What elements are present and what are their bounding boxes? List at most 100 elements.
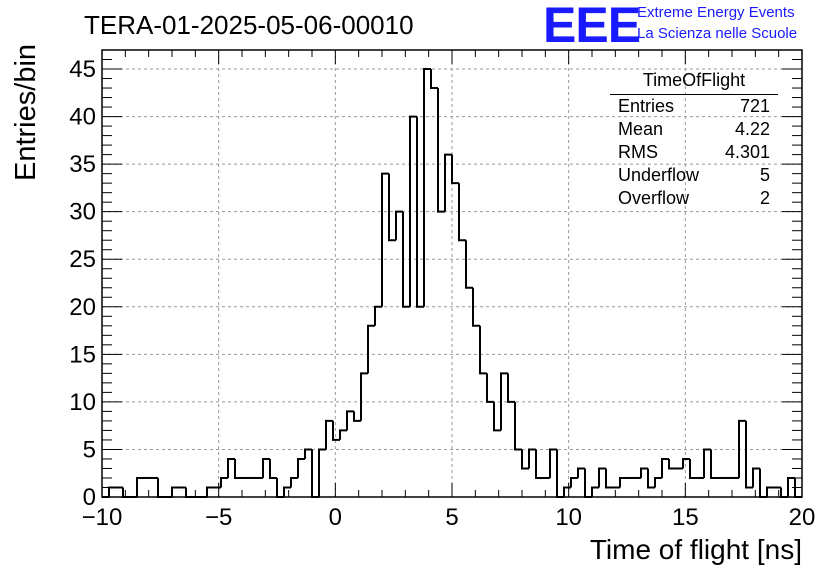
histogram-bin [591, 486, 599, 497]
histogram-bin [563, 486, 571, 497]
y-tick-label: 15 [69, 341, 96, 368]
histogram-bin [451, 154, 459, 185]
x-axis-label: Time of flight [ns] [589, 534, 802, 565]
stats-value: 5 [759, 165, 770, 185]
histogram-bin [304, 448, 312, 459]
stats-row-underflow: Underflow 5 [610, 164, 778, 187]
histogram-bin [339, 429, 347, 440]
histogram-bin [710, 449, 718, 479]
histogram-bin [745, 420, 753, 489]
x-tick-label: 5 [445, 504, 458, 531]
axis-ticks [101, 49, 803, 498]
histogram-bin [682, 457, 690, 469]
histogram-bin [381, 172, 389, 307]
histogram-bin [283, 486, 291, 497]
histogram-bin [388, 173, 396, 242]
histogram-bin [360, 372, 368, 421]
y-tick-label: 5 [83, 436, 96, 463]
histogram-bin [619, 476, 627, 488]
x-tick-label: −5 [205, 504, 232, 531]
histogram-bin [479, 325, 487, 375]
stats-value: 721 [739, 96, 770, 116]
x-tick-label: 20 [789, 504, 816, 531]
histogram-bin [514, 401, 522, 451]
histogram-bin [654, 476, 662, 488]
x-tick-label: 0 [329, 504, 342, 531]
histogram-bin [535, 449, 543, 479]
histogram-bin [269, 458, 277, 479]
histogram-bin [206, 486, 214, 497]
y-tick-label: 45 [69, 56, 96, 83]
histogram-bin [234, 458, 242, 479]
histogram-bin [290, 476, 298, 488]
y-tick-label: 20 [69, 294, 96, 321]
histogram-bin [598, 467, 606, 488]
histogram-bin [570, 476, 578, 488]
logo-line-2: La Scienza nelle Scuole [637, 25, 798, 42]
x-tick-label: 15 [672, 504, 699, 531]
stats-label: Mean [618, 119, 664, 139]
stats-box: TimeOfFlight Entries 721 Mean 4.22 RMS 4… [610, 70, 778, 210]
logo-line-1: Extreme Energy Events [637, 4, 795, 21]
histogram-bin [465, 240, 473, 289]
histogram-bin [395, 210, 403, 241]
histogram-bin [136, 476, 144, 497]
histogram-bin [647, 468, 655, 489]
histogram-bin [430, 69, 438, 90]
histogram-bin [458, 183, 466, 242]
histogram-bin [262, 457, 270, 478]
histogram-bin [227, 457, 235, 478]
grid-lines [102, 50, 802, 497]
histogram-bin [766, 486, 774, 497]
histogram-bin [423, 68, 431, 307]
histogram-bin [500, 372, 508, 431]
y-tick-label: 30 [69, 199, 96, 226]
y-tick-label: 35 [69, 151, 96, 178]
histogram-bin [416, 116, 424, 308]
histogram-bin [738, 419, 746, 478]
histogram-bin [507, 373, 515, 403]
stats-value: 4.22 [734, 119, 770, 139]
x-tick-label: −10 [82, 504, 123, 531]
histogram-bin [171, 486, 179, 497]
histogram-bin [780, 487, 788, 498]
histogram-bin [332, 420, 340, 441]
histogram-bin [556, 449, 564, 498]
histogram-bin [703, 448, 711, 478]
stats-value: 4.301 [724, 142, 770, 162]
histogram-bin [444, 153, 452, 212]
histogram-bin [157, 477, 165, 498]
y-tick-label: 40 [69, 104, 96, 131]
histogram-bin [185, 487, 193, 498]
histogram-bin [276, 477, 284, 498]
histogram-bin [409, 115, 417, 307]
histogram-bin [297, 457, 305, 478]
histogram-bin [318, 448, 326, 497]
histogram-bin [752, 467, 760, 488]
histogram-bin [759, 468, 767, 498]
histogram-bin [353, 411, 361, 422]
histogram-bin [122, 487, 130, 498]
histogram-bin [472, 287, 480, 327]
histogram-bin [584, 468, 592, 498]
stats-label: Entries [618, 96, 675, 116]
stats-row-rms: RMS 4.301 [610, 141, 778, 164]
histogram-bin [220, 476, 228, 488]
histogram-bin [689, 458, 697, 479]
histogram-bin [528, 448, 536, 469]
histogram-bin [402, 211, 410, 308]
stats-row-overflow: Overflow 2 [610, 187, 778, 210]
plot-title: TERA-01-2025-05-06-00010 [84, 10, 414, 40]
histogram-bin [437, 88, 445, 213]
histogram-bin [549, 448, 557, 478]
histogram-bin [493, 401, 501, 432]
y-tick-label: 25 [69, 246, 96, 273]
y-tick-label: 0 [83, 484, 96, 511]
histogram-bin [661, 457, 669, 478]
histogram-bin [521, 449, 529, 470]
y-tick-label: 10 [69, 389, 96, 416]
histogram-bin [367, 324, 375, 374]
stats-value: 2 [759, 188, 770, 208]
